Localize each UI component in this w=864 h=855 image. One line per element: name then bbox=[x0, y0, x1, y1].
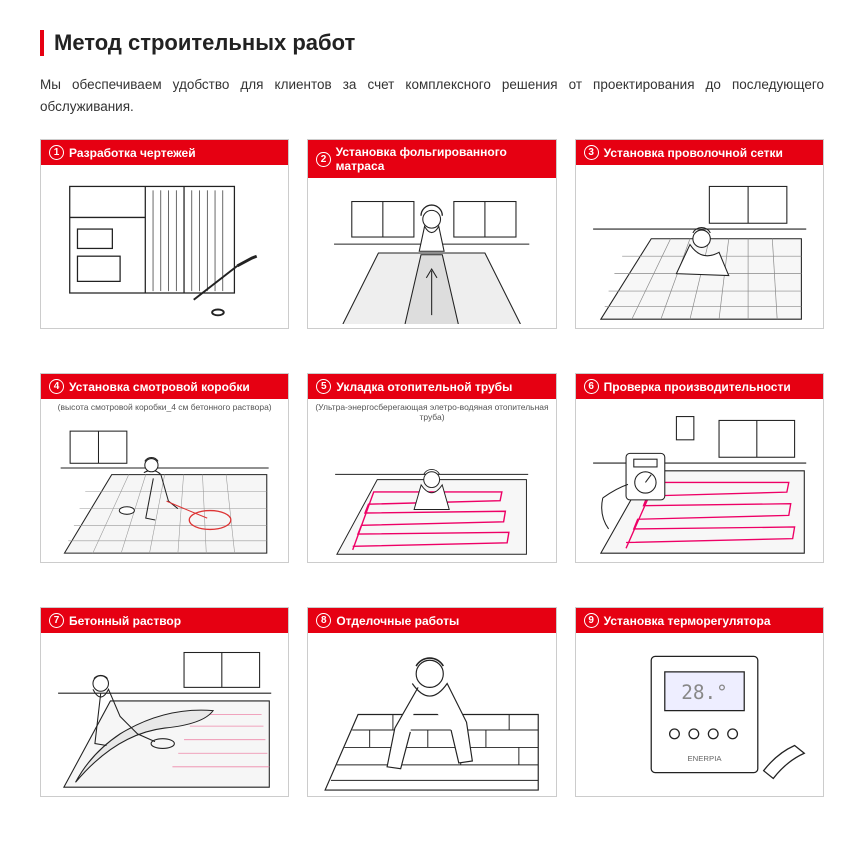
step-illustration bbox=[576, 399, 823, 562]
step-illustration bbox=[41, 165, 288, 328]
foil-mat-install-icon bbox=[312, 182, 551, 324]
step-card: 5 Укладка отопительной трубы (Ультра-эне… bbox=[307, 373, 556, 563]
svg-text:ENERPIA: ENERPIA bbox=[687, 754, 722, 763]
svg-text:28.°: 28.° bbox=[681, 681, 728, 704]
step-header: 2 Установка фольгированного матраса bbox=[308, 140, 555, 178]
steps-grid: 1 Разработка чертежей bbox=[40, 139, 824, 797]
step-number-badge: 3 bbox=[584, 145, 599, 160]
title-accent-bar bbox=[40, 30, 44, 56]
step-card: 6 Проверка производительности bbox=[575, 373, 824, 563]
step-header: 5 Укладка отопительной трубы bbox=[308, 374, 555, 399]
step-header: 6 Проверка производительности bbox=[576, 374, 823, 399]
step-number-badge: 4 bbox=[49, 379, 64, 394]
step-header: 1 Разработка чертежей bbox=[41, 140, 288, 165]
step-label: Установка фольгированного матраса bbox=[336, 145, 548, 173]
step-illustration: 28.° ENERPIA bbox=[576, 633, 823, 796]
thermostat-install-icon: 28.° ENERPIA bbox=[580, 637, 819, 792]
step-card: 2 Установка фольгированного матраса bbox=[307, 139, 556, 329]
step-card: 9 Установка терморегулятора 28.° ENERPIA bbox=[575, 607, 824, 797]
step-label: Укладка отопительной трубы bbox=[336, 380, 512, 394]
step-card: 8 Отделочные работы bbox=[307, 607, 556, 797]
step-label: Установка смотровой коробки bbox=[69, 380, 250, 394]
step-illustration bbox=[308, 178, 555, 328]
step-card: 4 Установка смотровой коробки (высота см… bbox=[40, 373, 289, 563]
step-subtitle: (высота смотровой коробки_4 см бетонного… bbox=[41, 399, 288, 412]
step-card: 7 Бетонный раствор bbox=[40, 607, 289, 797]
step-label: Установка проволочной сетки bbox=[604, 146, 783, 160]
step-number-badge: 2 bbox=[316, 152, 330, 167]
step-header: 9 Установка терморегулятора bbox=[576, 608, 823, 633]
step-number-badge: 8 bbox=[316, 613, 331, 628]
step-number-badge: 5 bbox=[316, 379, 331, 394]
step-card: 3 Установка проволочной сетки bbox=[575, 139, 824, 329]
concrete-mortar-icon bbox=[45, 637, 284, 792]
step-label: Разработка чертежей bbox=[69, 146, 196, 160]
step-header: 8 Отделочные работы bbox=[308, 608, 555, 633]
step-label: Установка терморегулятора bbox=[604, 614, 771, 628]
step-illustration bbox=[41, 633, 288, 796]
step-number-badge: 1 bbox=[49, 145, 64, 160]
wire-mesh-install-icon bbox=[580, 169, 819, 324]
heating-pipe-layout-icon bbox=[312, 427, 551, 559]
step-label: Отделочные работы bbox=[336, 614, 459, 628]
step-number-badge: 6 bbox=[584, 379, 599, 394]
page-title-wrap: Метод строительных работ bbox=[40, 30, 824, 56]
step-label: Бетонный раствор bbox=[69, 614, 181, 628]
page-subtitle: Мы обеспечиваем удобство для клиентов за… bbox=[40, 74, 824, 117]
step-header: 3 Установка проволочной сетки bbox=[576, 140, 823, 165]
step-number-badge: 7 bbox=[49, 613, 64, 628]
step-subtitle: (Ультра-энергосберегающая элетро-водяная… bbox=[308, 399, 555, 422]
step-card: 1 Разработка чертежей bbox=[40, 139, 289, 329]
step-number-badge: 9 bbox=[584, 613, 599, 628]
inspection-box-icon bbox=[45, 416, 284, 558]
step-header: 7 Бетонный раствор bbox=[41, 608, 288, 633]
blueprint-drawing-icon bbox=[45, 169, 284, 324]
step-illustration bbox=[308, 633, 555, 796]
performance-test-icon bbox=[580, 403, 819, 558]
step-illustration bbox=[41, 412, 288, 562]
page-title: Метод строительных работ bbox=[54, 30, 355, 56]
step-illustration bbox=[576, 165, 823, 328]
step-illustration bbox=[308, 423, 555, 563]
step-header: 4 Установка смотровой коробки bbox=[41, 374, 288, 399]
finishing-work-icon bbox=[312, 637, 551, 792]
step-label: Проверка производительности bbox=[604, 380, 791, 394]
